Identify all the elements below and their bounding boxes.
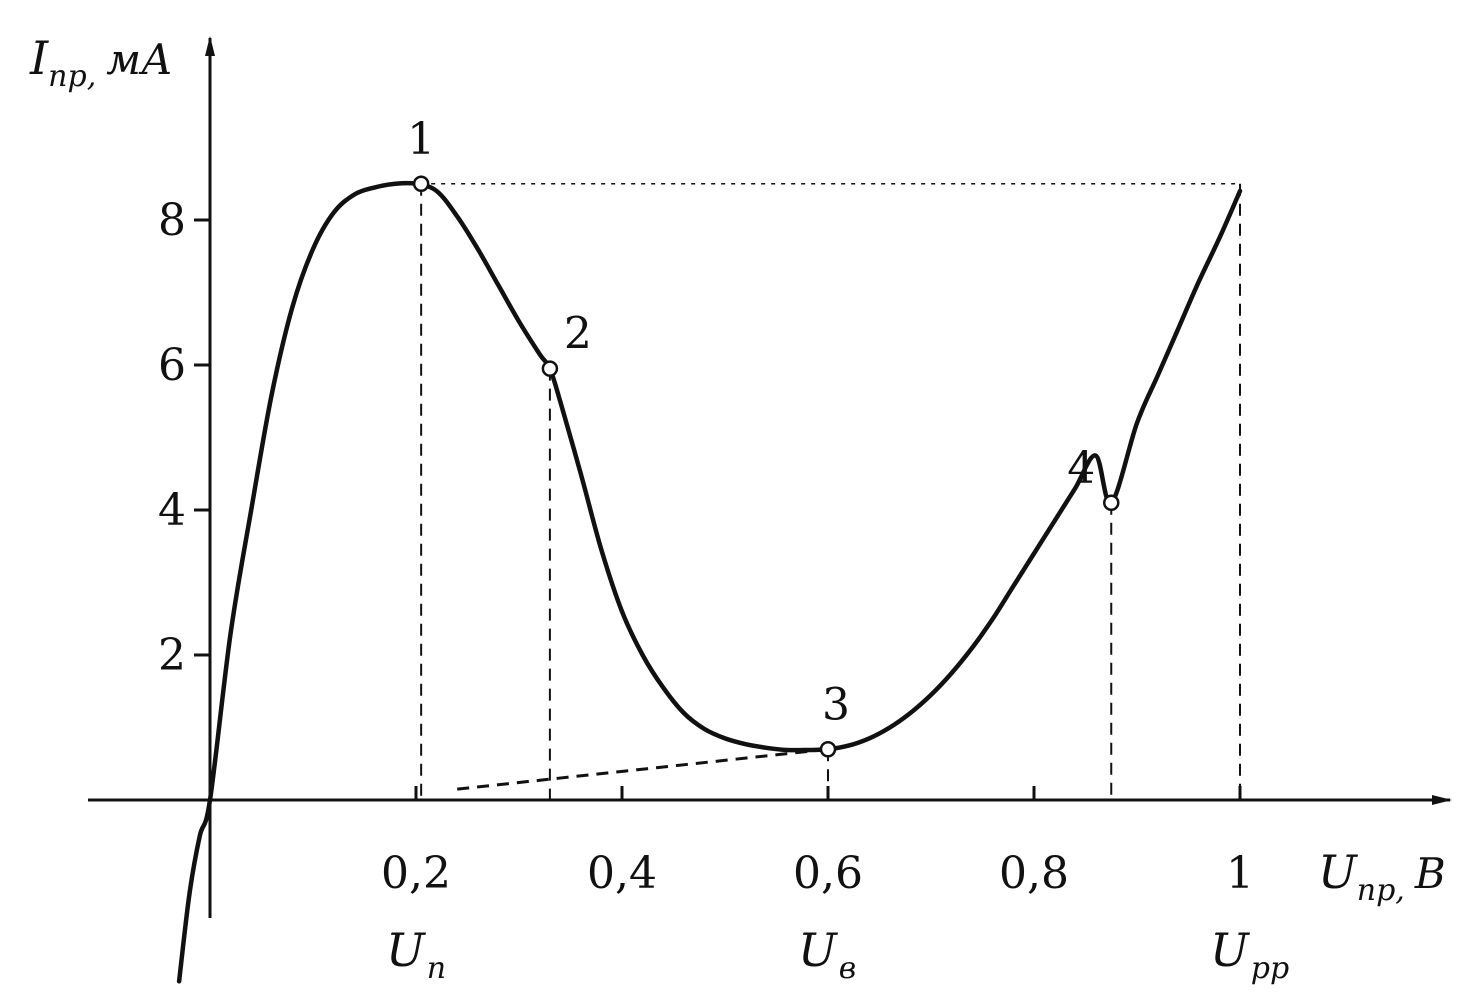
y-tick-label: 4 [158,485,186,536]
x-tick-label: 1 [1226,848,1254,899]
point-2-label: 2 [564,309,592,360]
tangent-line [457,747,829,791]
point-2-marker [541,360,559,377]
y-tick-label: 2 [158,630,186,681]
point-4-marker [1103,494,1120,511]
x-tick-label: 0,6 [793,848,863,899]
iv-curve [176,180,1243,984]
y-tick-label: 8 [158,195,186,246]
point-3-marker [819,741,837,758]
x-tick-label: 0,4 [587,848,657,899]
x-tick-label: 0,2 [381,848,451,899]
marked-points: 1 2 3 4 [407,114,1120,758]
point-4-label: 4 [1067,443,1095,494]
x-axis-title: Uпр, В [1318,845,1446,908]
tick-labels: 0,2 0,4 0,6 0,8 1 2 4 6 8 Iпр, мА Uпр, В Uп Uв Uрр [29,31,1446,986]
y-tick-label: 6 [158,340,186,391]
voltage-label: Uрр [1210,923,1289,986]
point-1-label: 1 [407,114,435,165]
x-tick-label: 0,8 [999,848,1069,899]
iv-curve-line [176,180,1243,984]
point-3-label: 3 [822,679,850,730]
point-1-marker [412,175,430,192]
axes [88,36,1452,918]
guide-lines [420,182,1241,800]
voltage-label: Uп [386,923,446,986]
voltage-label: Uв [798,923,856,986]
y-axis-title: Iпр, мА [29,31,173,94]
